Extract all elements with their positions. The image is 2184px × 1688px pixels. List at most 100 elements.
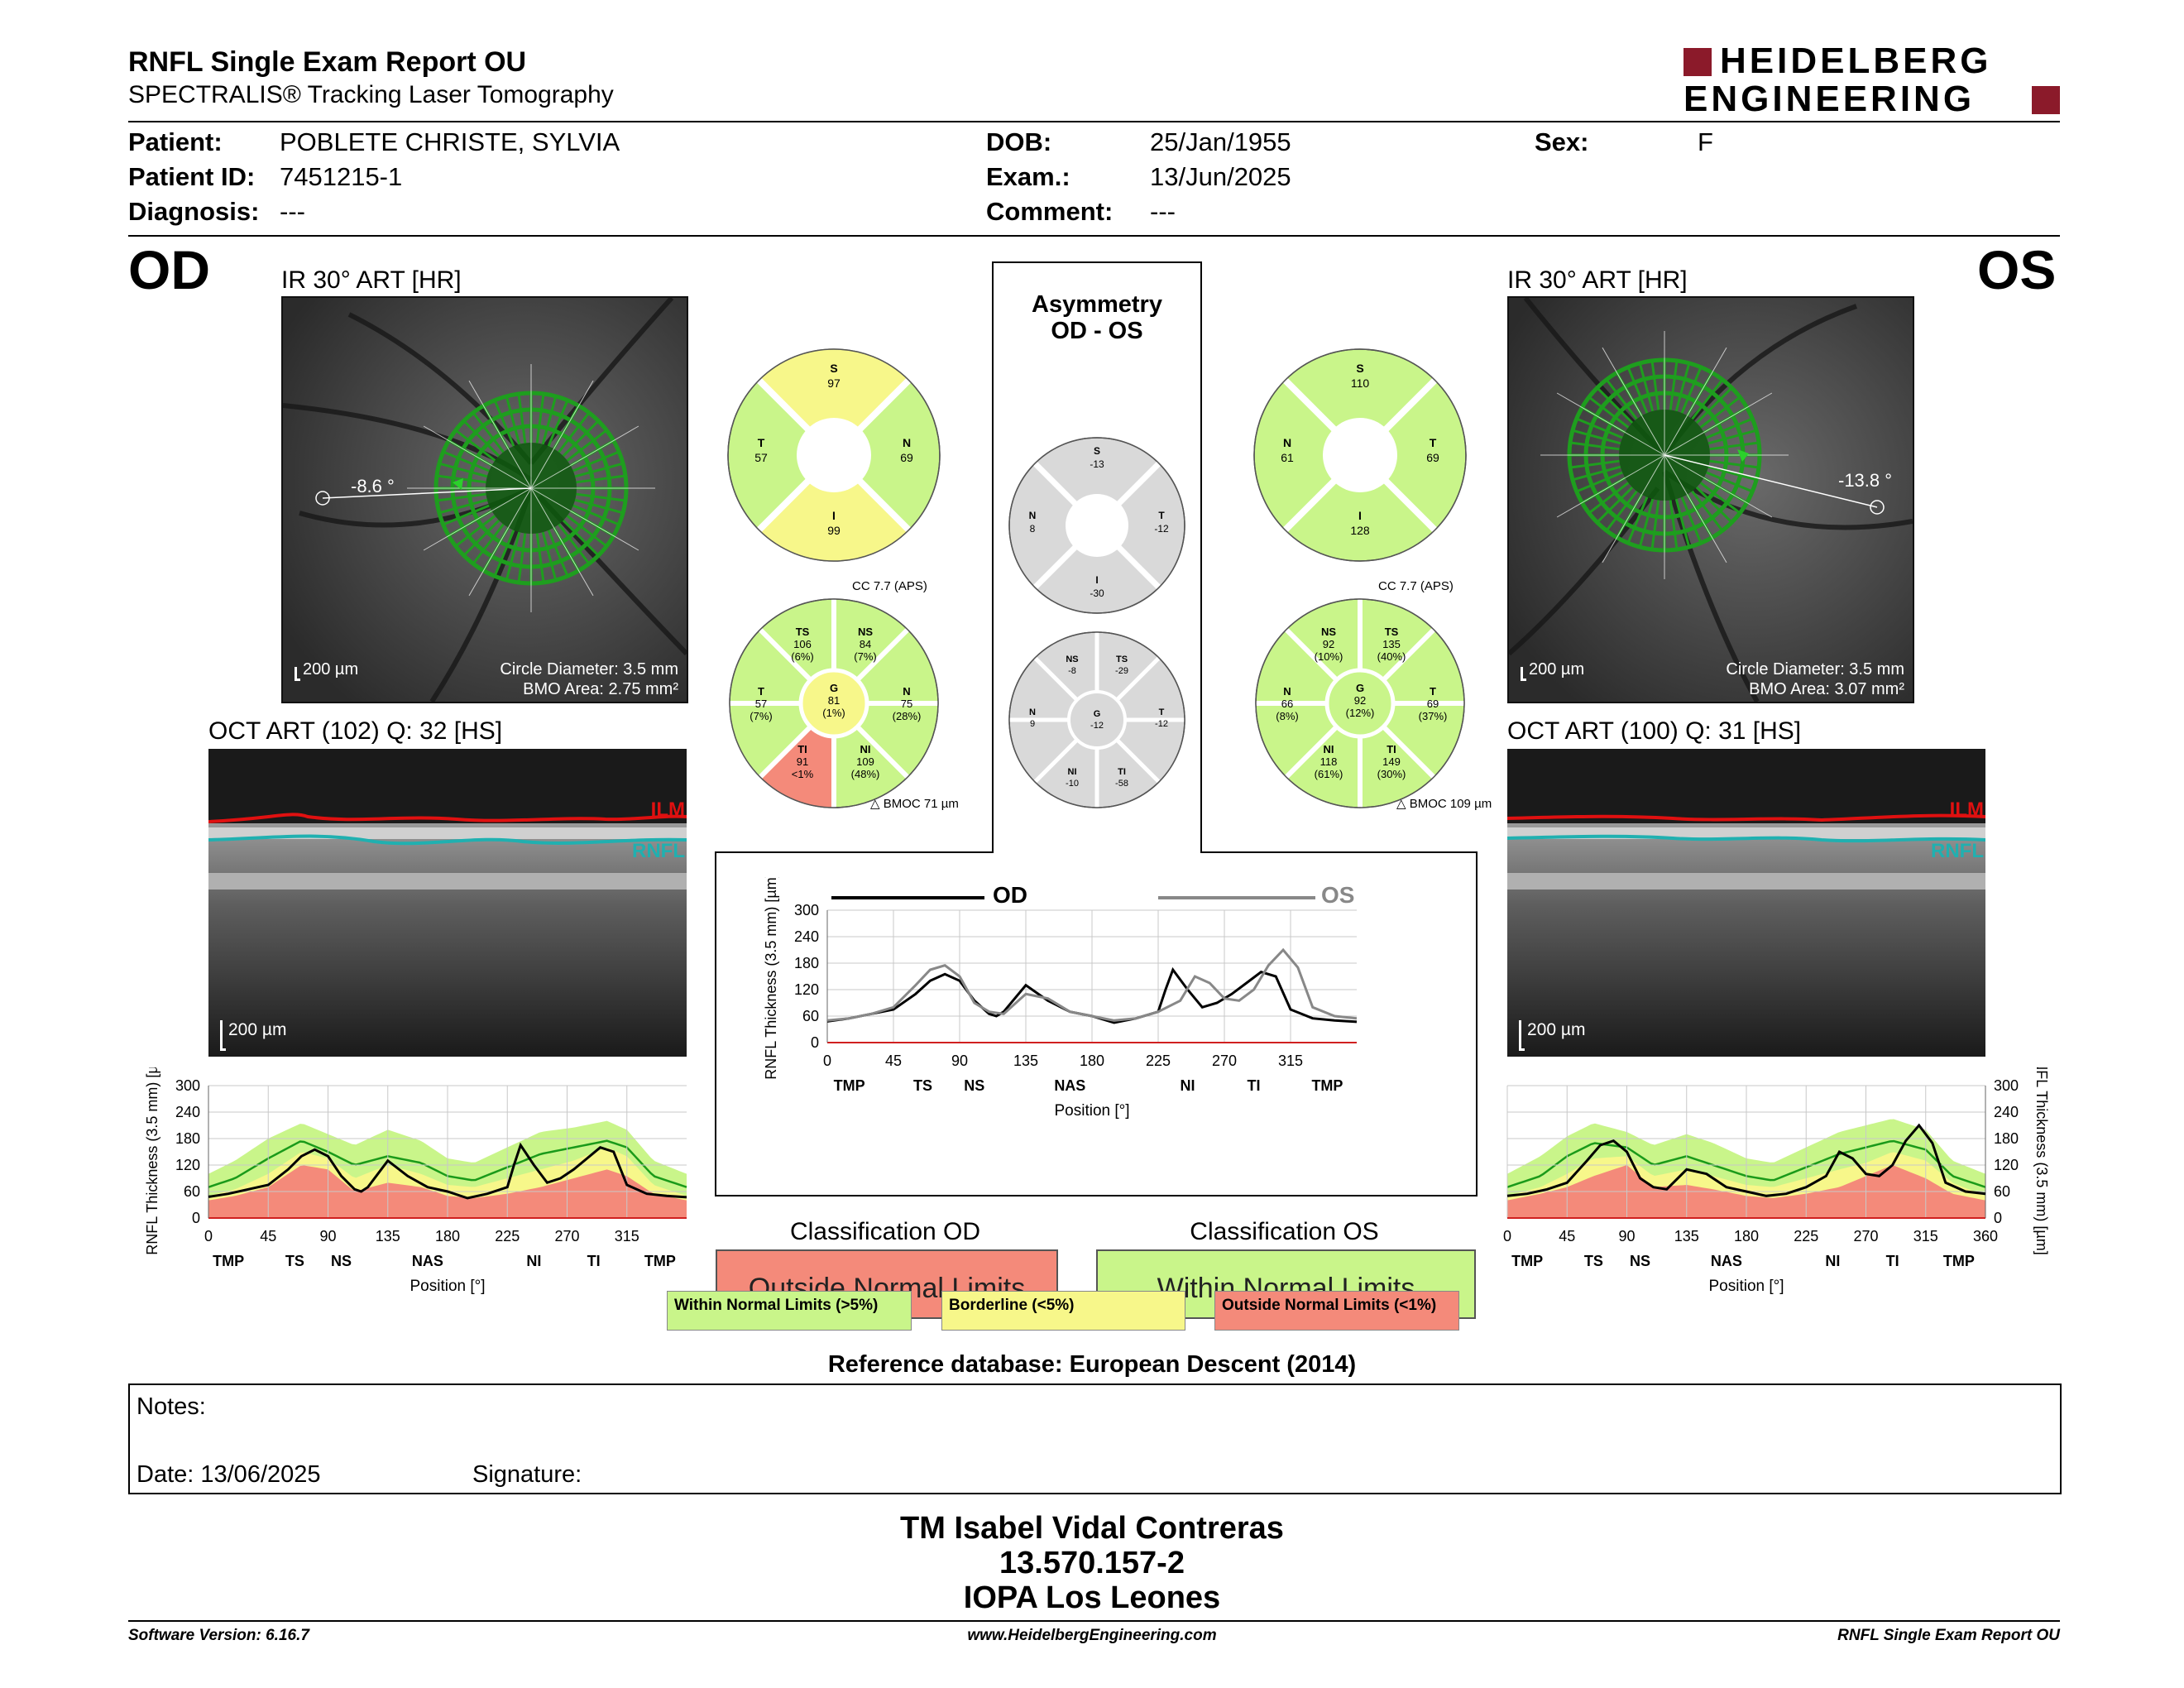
y-tick-label: 240 bbox=[175, 1104, 200, 1120]
patient-id: 7451215-1 bbox=[280, 162, 403, 191]
od-oct-scale-bar bbox=[220, 1020, 226, 1051]
svg-text:(8%): (8%) bbox=[1276, 710, 1298, 722]
notes-box[interactable]: Notes: Date: 13/06/2025 Signature: bbox=[128, 1383, 2062, 1494]
svg-text:TI: TI bbox=[1118, 767, 1126, 777]
sector-label: TMP bbox=[1943, 1253, 1975, 1269]
scan-spoke bbox=[1669, 360, 1679, 410]
x-tick-label: 270 bbox=[554, 1228, 579, 1244]
sector-label: TMP bbox=[213, 1253, 244, 1269]
os-ir-title: IR 30° ART [HR] bbox=[1507, 266, 1688, 294]
svg-text:TI: TI bbox=[797, 743, 807, 755]
svg-text:G: G bbox=[1094, 709, 1101, 719]
od-oct-title: OCT ART (102) Q: 32 [HS] bbox=[208, 717, 503, 745]
sector-label: TI bbox=[1886, 1253, 1899, 1269]
svg-text:91: 91 bbox=[797, 755, 808, 768]
scan-spoke bbox=[436, 492, 486, 502]
svg-text:(12%): (12%) bbox=[1346, 707, 1375, 719]
od-rnfl-label: RNFL bbox=[632, 840, 685, 862]
sector-label: NS bbox=[964, 1077, 984, 1094]
svg-text:N: N bbox=[1283, 685, 1291, 698]
x-tick-label: 180 bbox=[435, 1228, 460, 1244]
sector-label: TI bbox=[587, 1253, 601, 1269]
scan-spoke bbox=[572, 450, 620, 472]
svg-text:-8: -8 bbox=[1068, 666, 1076, 676]
y-tick-label: 300 bbox=[1994, 1077, 2019, 1094]
radial-scan-line bbox=[1556, 454, 1665, 518]
scan-spoke bbox=[517, 393, 527, 444]
scan-spoke bbox=[1691, 378, 1724, 420]
os-n-value: 61 bbox=[1281, 451, 1294, 464]
od-bmoc-label: △ BMOC 71 µm bbox=[870, 797, 959, 811]
scan-spoke bbox=[576, 492, 626, 502]
svg-text:(28%): (28%) bbox=[893, 710, 922, 722]
scan-spoke bbox=[1650, 360, 1660, 410]
radial-scan-line bbox=[530, 487, 639, 551]
svg-text:149: 149 bbox=[1382, 755, 1401, 768]
y-tick-label: 0 bbox=[811, 1034, 819, 1051]
y-tick-label: 60 bbox=[184, 1183, 200, 1200]
od-angle-readout: -8.6 ° bbox=[351, 476, 395, 496]
scan-spoke bbox=[462, 519, 500, 557]
od-ilm-label: ILM bbox=[650, 798, 685, 821]
od-s-value: 97 bbox=[827, 376, 841, 390]
scan-spoke bbox=[1596, 386, 1634, 424]
svg-text:S: S bbox=[1094, 445, 1100, 457]
x-tick-label: 270 bbox=[1212, 1053, 1237, 1069]
scan-spoke bbox=[547, 530, 569, 577]
x-tick-label: 90 bbox=[1618, 1228, 1635, 1244]
sex-value: F bbox=[1698, 127, 1713, 156]
scan-spoke bbox=[1695, 386, 1733, 424]
exam-value: 13/Jun/2025 bbox=[1150, 162, 1291, 191]
x-axis-label: Position [°] bbox=[1708, 1278, 1784, 1295]
svg-text:N: N bbox=[1283, 436, 1291, 449]
radial-scan-line bbox=[468, 380, 532, 489]
diagnosis-label: Diagnosis: bbox=[128, 197, 260, 226]
radial-scan-line bbox=[1664, 392, 1773, 456]
os-thickness-chart: 0 60 120 180 240 300 0 45 90 135 180 225 270 315 360 TM… bbox=[1503, 1067, 2050, 1295]
scan-spoke bbox=[541, 531, 558, 581]
x-tick-label: 0 bbox=[1503, 1228, 1511, 1244]
scan-spoke bbox=[454, 515, 496, 548]
scan-spoke bbox=[1674, 362, 1691, 412]
x-tick-label: 0 bbox=[823, 1053, 831, 1069]
scan-spoke bbox=[1576, 471, 1623, 493]
scan-spoke bbox=[1695, 486, 1733, 524]
os-bmoc-label: △ BMOC 109 µm bbox=[1396, 797, 1492, 811]
svg-text:-12: -12 bbox=[1090, 721, 1104, 731]
y-tick-label: 120 bbox=[175, 1157, 200, 1173]
asym-t-value: -12 bbox=[1154, 523, 1169, 535]
footer-website[interactable]: www.HeidelbergEngineering.com bbox=[967, 1627, 1217, 1644]
x-tick-label: 360 bbox=[1973, 1228, 1998, 1244]
x-tick-label: 225 bbox=[1794, 1228, 1818, 1244]
os-circle-diameter: Circle Diameter: 3.5 mm bbox=[1726, 660, 1904, 679]
od-ir-title: IR 30° ART [HR] bbox=[281, 266, 462, 294]
reference-database: Reference database: European Descent (20… bbox=[827, 1351, 1357, 1378]
report-subtitle: SPECTRALIS® Tracking Laser Tomography bbox=[128, 81, 614, 108]
scan-spoke bbox=[1572, 465, 1621, 482]
sector-label: TI bbox=[1248, 1077, 1261, 1094]
scan-spoke bbox=[1588, 482, 1630, 515]
sector-label: TMP bbox=[1311, 1077, 1343, 1094]
sector-label: NI bbox=[1181, 1077, 1195, 1094]
scan-spoke bbox=[1605, 490, 1638, 532]
heidelberg-logo: HEIDELBERG ENGINEERING bbox=[1684, 43, 2060, 117]
asym-sector-diagram-6: NS -8 TS -29 N 9 G -12 T -12 NI -10 TI -… bbox=[1008, 631, 1185, 808]
svg-text:-29: -29 bbox=[1115, 666, 1128, 676]
svg-text:118: 118 bbox=[1320, 755, 1338, 768]
radial-scan-line bbox=[468, 487, 532, 597]
exam-label: Exam.: bbox=[986, 162, 1070, 191]
patient-label: Patient: bbox=[128, 127, 223, 156]
sector-label: TS bbox=[1584, 1253, 1603, 1269]
asymmetry-subtitle: OD - OS bbox=[1051, 318, 1143, 344]
comment-label: Comment: bbox=[986, 197, 1114, 226]
sector-label: NAS bbox=[1711, 1253, 1742, 1269]
asymmetry-title: Asymmetry bbox=[1032, 291, 1162, 318]
scan-spoke bbox=[1626, 367, 1649, 414]
svg-text:G: G bbox=[1356, 682, 1364, 694]
svg-text:(7%): (7%) bbox=[854, 650, 876, 663]
x-tick-label: 0 bbox=[204, 1228, 213, 1244]
footer-report-name: RNFL Single Exam Report OU bbox=[1837, 1627, 2060, 1644]
os-angle-readout: -13.8 ° bbox=[1838, 470, 1893, 491]
diagnosis-value: --- bbox=[280, 197, 305, 226]
y-tick-label: 60 bbox=[1994, 1183, 2010, 1200]
